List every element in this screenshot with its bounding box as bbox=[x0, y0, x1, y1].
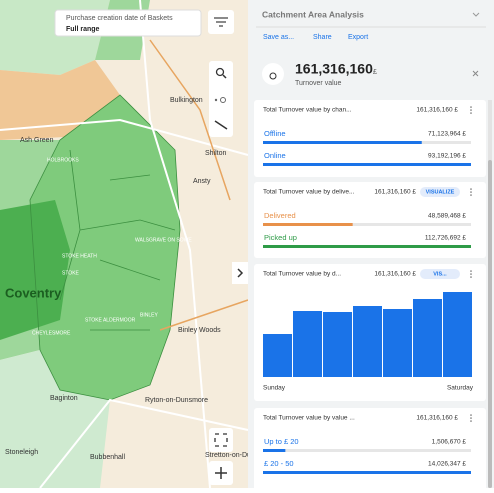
bar bbox=[293, 311, 322, 377]
kpi-label: Turnover value bbox=[295, 80, 342, 87]
kpi-icon bbox=[262, 63, 284, 85]
card bbox=[254, 182, 486, 258]
progress-bar bbox=[263, 163, 471, 166]
card bbox=[254, 100, 486, 177]
row-name: Picked up bbox=[264, 233, 297, 242]
bar bbox=[263, 334, 292, 377]
x-label: Saturday bbox=[447, 385, 474, 392]
row-value: 1,506,670 £ bbox=[432, 439, 467, 446]
filter-value: Full range bbox=[66, 26, 100, 33]
card-title: Total Turnover value by value ... bbox=[263, 415, 355, 422]
kpi-unit: £ bbox=[373, 69, 377, 76]
row-name: Online bbox=[264, 151, 286, 160]
kpi-value: 161,316,160 bbox=[295, 61, 373, 77]
card-title: Total Turnover value by d... bbox=[263, 271, 341, 278]
place-label: Baginton bbox=[50, 395, 78, 402]
visualize-label: VIS... bbox=[433, 271, 447, 277]
cards: Total Turnover value by chan... 161,316,1… bbox=[254, 100, 486, 493]
bar-track bbox=[263, 223, 471, 226]
place-label: Bulkington bbox=[170, 97, 203, 104]
card-total: 161,316,160 £ bbox=[374, 189, 416, 196]
bar-track bbox=[263, 449, 471, 452]
filter-tooltip: Purchase creation date of Baskets Full r… bbox=[54, 9, 202, 37]
collapse-tab[interactable] bbox=[232, 262, 248, 284]
card-title: Total Turnover value by delive... bbox=[263, 189, 355, 196]
panel-title: Catchment Area Analysis bbox=[262, 9, 364, 19]
place-label: Coventry bbox=[5, 285, 62, 300]
row-value: 48,589,468 £ bbox=[428, 213, 466, 220]
bar bbox=[443, 292, 472, 377]
card-total: 161,316,160 £ bbox=[416, 415, 458, 422]
bar bbox=[353, 306, 382, 377]
bar bbox=[413, 299, 442, 377]
place-label: STOKE bbox=[62, 270, 80, 276]
place-label: Ash Green bbox=[20, 137, 54, 144]
visualize-button[interactable] bbox=[420, 187, 460, 197]
place-label: WALSGRAVE ON SOWE bbox=[135, 237, 192, 243]
row-name: Up to £ 20 bbox=[264, 437, 299, 446]
card-total: 161,316,160 £ bbox=[416, 107, 458, 114]
map-controls[interactable] bbox=[208, 10, 248, 485]
place-label: Ryton-on-Dunsmore bbox=[145, 397, 208, 404]
place-label: Stoneleigh bbox=[5, 449, 38, 456]
share[interactable]: Share bbox=[313, 34, 332, 41]
place-label: HOLBROOKS bbox=[47, 157, 79, 163]
bar bbox=[383, 309, 412, 377]
export[interactable]: Export bbox=[348, 34, 368, 41]
row-value: 112,726,692 £ bbox=[425, 235, 466, 242]
place-label: Binley Woods bbox=[178, 327, 221, 334]
filter-title: Purchase creation date of Baskets bbox=[66, 15, 173, 22]
place-label: Stretton-on-Dunsmore bbox=[205, 452, 274, 459]
row-value: 71,123,964 £ bbox=[428, 131, 466, 138]
place-labels: Bulkington Ash Green Shilton Ansty Coventry H… bbox=[5, 97, 274, 461]
progress-bar bbox=[263, 245, 471, 248]
place-label: STOKE ALDERMOOR bbox=[85, 317, 136, 323]
bar bbox=[323, 312, 352, 377]
row-name: £ 20 - 50 bbox=[264, 459, 294, 468]
card-total: 161,316,160 £ bbox=[374, 271, 416, 278]
save-as[interactable]: Save as... bbox=[263, 34, 294, 41]
card-title: Total Turnover value by chan... bbox=[263, 107, 352, 114]
place-label: Ansty bbox=[193, 178, 211, 185]
progress-bar bbox=[263, 141, 422, 144]
place-label: CHEYLESMORE bbox=[32, 330, 71, 336]
fullscreen-button[interactable] bbox=[209, 428, 233, 452]
place-label: Bubbenhall bbox=[90, 454, 125, 461]
progress-bar bbox=[263, 449, 286, 452]
place-label: STOKE HEATH bbox=[62, 253, 97, 259]
row-name: Delivered bbox=[264, 211, 296, 220]
progress-bar bbox=[263, 223, 353, 226]
place-label: Shilton bbox=[205, 150, 227, 157]
row-value: 14,026,347 £ bbox=[428, 461, 466, 468]
row-value: 93,192,196 £ bbox=[428, 153, 466, 160]
row-name: Offline bbox=[264, 129, 286, 138]
x-label: Sunday bbox=[263, 385, 286, 392]
place-label: BINLEY bbox=[140, 312, 158, 318]
visualize-button[interactable] bbox=[420, 269, 460, 279]
visualize-label: VISUALIZE bbox=[426, 189, 455, 195]
progress-bar bbox=[263, 471, 471, 474]
